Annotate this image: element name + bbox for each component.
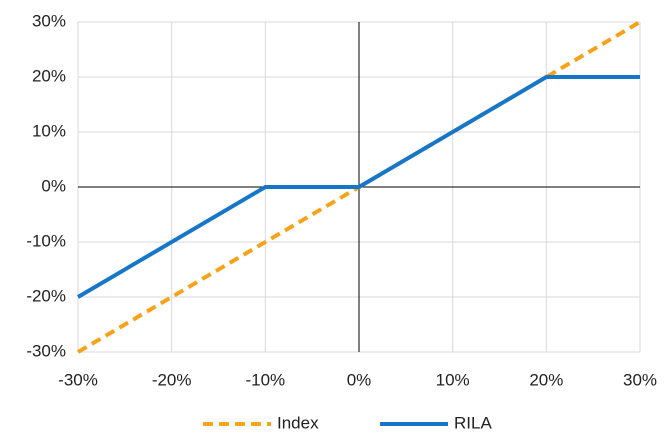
y-tick-label: -10% xyxy=(26,231,66,250)
legend-label: RILA xyxy=(454,413,492,432)
y-tick-label: 0% xyxy=(41,176,66,195)
x-tick-label: 10% xyxy=(436,370,470,389)
x-tick-label: -20% xyxy=(152,370,192,389)
y-tick-label: 30% xyxy=(32,11,66,30)
y-tick-label: 20% xyxy=(32,66,66,85)
series-line xyxy=(76,75,640,299)
x-tick-label: -10% xyxy=(245,370,285,389)
y-tick-label: -30% xyxy=(26,341,66,360)
x-tick-label: 0% xyxy=(347,370,372,389)
legend-label: Index xyxy=(277,413,319,432)
x-tick-label: -30% xyxy=(58,370,98,389)
x-tick-label: 20% xyxy=(529,370,563,389)
x-tick-label: 30% xyxy=(623,370,657,389)
y-tick-label: -20% xyxy=(26,286,66,305)
y-tick-label: 10% xyxy=(32,121,66,140)
